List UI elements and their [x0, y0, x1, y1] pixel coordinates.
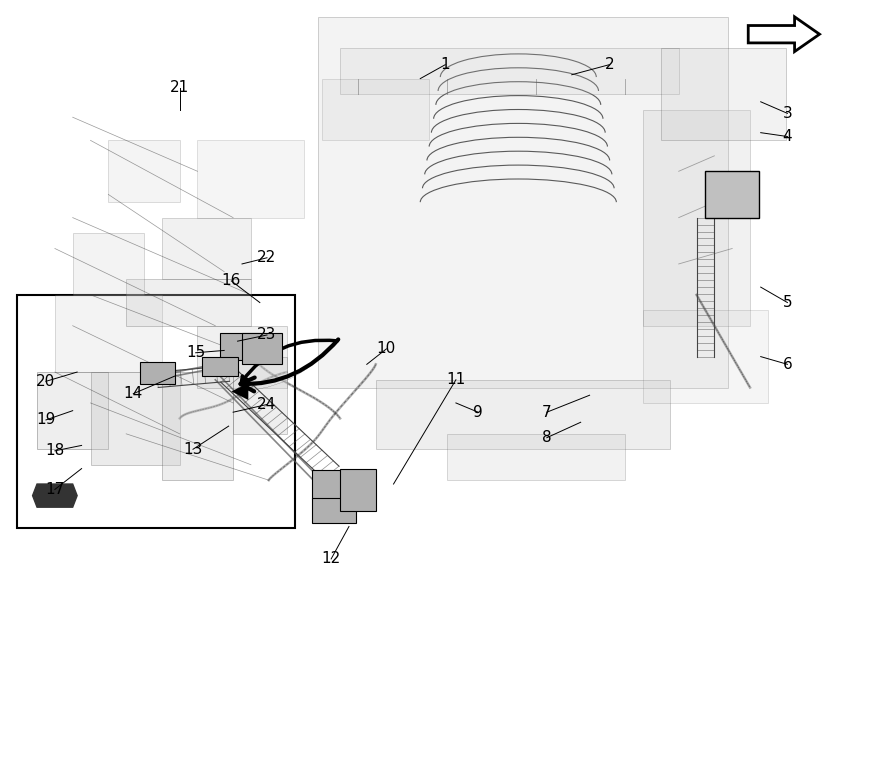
- Bar: [90, 372, 180, 465]
- Bar: [242, 333, 283, 364]
- Text: 12: 12: [322, 552, 341, 567]
- Bar: [643, 310, 768, 403]
- Bar: [162, 218, 251, 280]
- Bar: [17, 294, 296, 528]
- Bar: [311, 498, 356, 522]
- Text: 17: 17: [46, 482, 64, 497]
- Text: 20: 20: [37, 374, 55, 389]
- Text: 21: 21: [170, 81, 190, 95]
- Text: 19: 19: [37, 412, 55, 428]
- Bar: [233, 356, 287, 434]
- Polygon shape: [32, 484, 77, 507]
- Bar: [340, 469, 375, 511]
- Text: 16: 16: [222, 274, 241, 288]
- Text: 6: 6: [782, 356, 792, 372]
- Text: 3: 3: [782, 106, 792, 121]
- Bar: [72, 233, 144, 294]
- Text: 4: 4: [782, 129, 792, 144]
- Bar: [198, 326, 287, 388]
- Bar: [126, 280, 251, 326]
- Bar: [202, 356, 238, 376]
- FancyArrowPatch shape: [240, 339, 338, 391]
- Text: 23: 23: [257, 328, 276, 343]
- Text: 13: 13: [183, 442, 203, 456]
- Bar: [340, 48, 679, 94]
- Text: 1: 1: [441, 57, 450, 72]
- Bar: [447, 434, 625, 480]
- Text: 5: 5: [782, 295, 792, 310]
- Bar: [198, 140, 304, 218]
- Text: 24: 24: [257, 397, 276, 412]
- Bar: [108, 140, 180, 202]
- Text: 11: 11: [446, 372, 466, 388]
- Bar: [311, 470, 356, 499]
- Text: 2: 2: [604, 57, 614, 72]
- Polygon shape: [748, 17, 820, 52]
- Bar: [322, 78, 429, 140]
- Bar: [317, 17, 728, 388]
- Text: 10: 10: [376, 342, 396, 356]
- Bar: [55, 294, 162, 372]
- Text: 18: 18: [46, 443, 64, 458]
- Text: 15: 15: [186, 345, 206, 360]
- Bar: [220, 333, 260, 360]
- Bar: [661, 48, 786, 140]
- Bar: [375, 380, 670, 450]
- Bar: [643, 109, 750, 326]
- Bar: [37, 372, 108, 450]
- Text: 14: 14: [123, 386, 143, 401]
- Text: 9: 9: [473, 405, 483, 420]
- Bar: [705, 171, 759, 218]
- Bar: [139, 362, 175, 384]
- Text: 7: 7: [542, 405, 552, 420]
- Text: 8: 8: [542, 430, 552, 445]
- Text: 22: 22: [257, 250, 276, 265]
- Bar: [162, 372, 233, 480]
